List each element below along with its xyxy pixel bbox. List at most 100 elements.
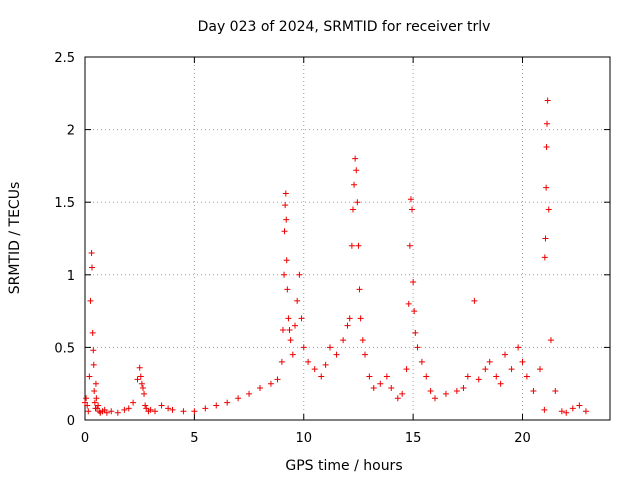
data-point xyxy=(355,242,362,249)
data-point xyxy=(349,206,356,213)
data-points xyxy=(82,97,589,416)
data-point xyxy=(134,376,141,383)
data-point xyxy=(158,402,165,409)
data-point xyxy=(224,399,231,406)
data-point xyxy=(267,380,274,387)
data-point xyxy=(90,347,97,354)
y-tick-label: 2 xyxy=(67,124,75,139)
data-point xyxy=(235,395,242,402)
data-point xyxy=(432,395,438,402)
data-point xyxy=(460,385,467,392)
data-point xyxy=(289,351,296,358)
data-point xyxy=(279,326,286,333)
data-point xyxy=(298,315,305,322)
data-point xyxy=(180,408,187,415)
data-point xyxy=(547,337,554,344)
y-axis-label: SRMTID / TECUs xyxy=(7,182,23,295)
data-point xyxy=(471,297,478,304)
data-point xyxy=(423,373,430,380)
y-tick-label: 0.5 xyxy=(54,341,75,356)
data-point xyxy=(246,390,253,397)
data-point xyxy=(352,155,359,162)
data-point xyxy=(502,351,508,358)
data-point xyxy=(537,366,543,373)
data-point xyxy=(403,366,410,373)
data-point xyxy=(558,408,565,415)
data-point xyxy=(519,358,526,365)
data-point xyxy=(287,337,294,344)
data-point xyxy=(362,351,368,358)
data-point xyxy=(515,344,522,351)
data-point xyxy=(84,402,91,409)
data-point xyxy=(356,286,363,293)
data-point xyxy=(147,406,154,413)
data-point xyxy=(294,297,301,304)
data-point xyxy=(87,297,94,304)
data-point xyxy=(523,373,530,380)
data-point xyxy=(88,250,95,257)
data-point xyxy=(493,373,500,380)
data-point xyxy=(544,97,551,104)
data-point xyxy=(305,358,312,365)
data-point xyxy=(300,344,307,351)
data-point xyxy=(486,358,493,365)
data-point xyxy=(340,337,347,344)
data-point xyxy=(327,344,333,351)
data-point xyxy=(91,399,98,406)
data-point xyxy=(286,326,293,333)
y-tick-label: 1 xyxy=(67,269,75,284)
data-point xyxy=(543,144,550,151)
data-point xyxy=(541,254,548,261)
data-point xyxy=(388,385,395,392)
data-point xyxy=(282,190,289,197)
data-point xyxy=(136,364,143,371)
x-tick-label: 20 xyxy=(514,431,531,446)
data-point xyxy=(411,308,418,315)
data-point xyxy=(359,337,366,344)
data-point xyxy=(141,390,148,397)
data-point xyxy=(354,199,361,206)
data-point xyxy=(497,380,504,387)
data-point xyxy=(418,358,425,365)
data-point xyxy=(283,257,290,264)
data-point xyxy=(582,408,589,415)
data-point xyxy=(95,402,102,409)
data-point xyxy=(414,344,421,351)
data-point xyxy=(86,373,93,380)
data-point xyxy=(93,395,100,402)
x-tick-label: 5 xyxy=(190,431,198,446)
data-point xyxy=(322,361,329,368)
data-point xyxy=(318,373,325,380)
data-point xyxy=(121,406,128,413)
axis-ticks: 0 5 10 15 20 0 0.5 1 1.5 2 2.5 xyxy=(54,51,610,446)
data-point xyxy=(377,380,384,387)
data-point xyxy=(142,402,149,409)
data-point xyxy=(406,242,413,249)
data-point xyxy=(542,235,549,242)
data-point xyxy=(563,409,570,416)
data-point xyxy=(552,387,559,394)
data-point xyxy=(114,409,121,416)
data-point xyxy=(278,358,285,365)
data-point xyxy=(282,202,289,209)
data-point xyxy=(274,376,281,383)
data-point xyxy=(281,271,288,278)
data-point xyxy=(482,366,489,373)
x-tick-label: 15 xyxy=(405,431,422,446)
data-point xyxy=(191,408,198,415)
chart-title: Day 023 of 2024, SRMTID for receiver trl… xyxy=(198,19,491,35)
data-point xyxy=(139,385,146,392)
data-point xyxy=(464,373,471,380)
data-point xyxy=(346,315,353,322)
x-tick-label: 0 xyxy=(81,431,89,446)
data-point xyxy=(541,406,548,413)
data-point xyxy=(89,329,96,336)
data-point xyxy=(427,387,434,394)
data-point xyxy=(383,373,390,380)
data-point xyxy=(169,406,176,413)
y-tick-label: 1.5 xyxy=(54,196,75,211)
data-point xyxy=(357,315,364,322)
plot-frame xyxy=(84,56,611,421)
data-point xyxy=(137,373,144,380)
data-point xyxy=(453,387,460,394)
